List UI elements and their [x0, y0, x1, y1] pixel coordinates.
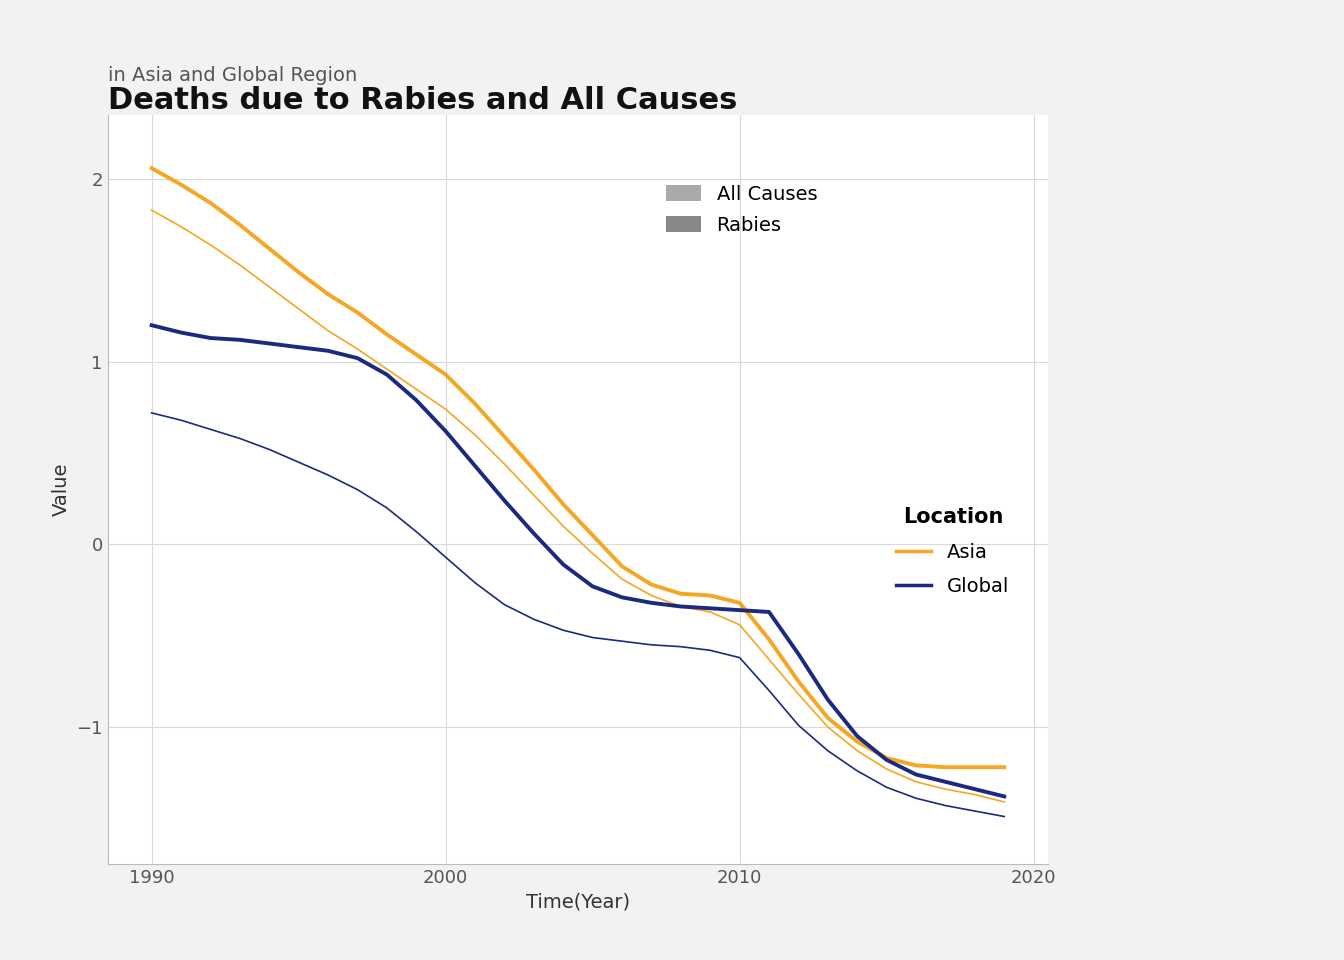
Text: in Asia and Global Region: in Asia and Global Region	[108, 66, 356, 85]
Text: Deaths due to Rabies and All Causes: Deaths due to Rabies and All Causes	[108, 86, 737, 115]
Y-axis label: Value: Value	[51, 463, 71, 516]
X-axis label: Time(Year): Time(Year)	[526, 893, 630, 911]
Legend: Asia, Global: Asia, Global	[888, 499, 1017, 604]
